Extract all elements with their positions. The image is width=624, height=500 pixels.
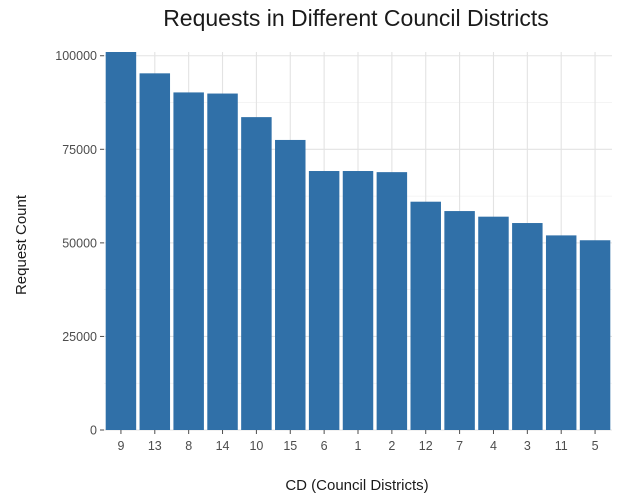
bar-cd-9	[105, 52, 137, 430]
x-tick-label: 8	[185, 439, 192, 453]
x-tick-label: 15	[283, 439, 297, 453]
bar-cd-3	[512, 223, 543, 430]
y-tick-label: 0	[90, 424, 97, 438]
bar-cd-15	[275, 139, 306, 430]
x-axis: 9 13 8 14 10 15 6 1 2 12 7 4 3 11 5	[117, 430, 599, 453]
y-tick-label: 75000	[62, 143, 97, 157]
bar-cd-11	[545, 235, 577, 430]
x-tick-label: 12	[419, 439, 433, 453]
x-tick-label: 4	[490, 439, 497, 453]
y-tick-label: 100000	[55, 49, 97, 63]
bar-cd-2	[376, 172, 408, 430]
x-tick-label: 7	[456, 439, 463, 453]
bar-cd-6	[308, 171, 340, 430]
bar-cd-7	[444, 211, 475, 430]
x-tick-label: 13	[148, 439, 162, 453]
bar-cd-12	[410, 201, 441, 430]
x-tick-label: 3	[524, 439, 531, 453]
chart-title: Requests in Different Council Districts	[163, 5, 549, 31]
x-tick-label: 11	[555, 439, 568, 453]
bar-cd-5	[579, 240, 611, 430]
bar-cd-4	[478, 216, 509, 430]
bars	[105, 52, 611, 430]
y-axis-title: Request Count	[13, 194, 30, 295]
x-tick-label: 5	[592, 439, 599, 453]
x-tick-label: 14	[216, 439, 230, 453]
bar-cd-10	[241, 117, 272, 430]
x-tick-label: 10	[249, 439, 263, 453]
bar-cd-1	[342, 171, 374, 430]
bar-cd-13	[139, 73, 171, 430]
x-tick-label: 6	[321, 439, 328, 453]
bar-cd-8	[173, 92, 204, 430]
y-tick-label: 50000	[62, 236, 97, 250]
y-axis: 0 25000 50000 75000 100000	[55, 49, 104, 438]
x-axis-title: CD (Council Districts)	[285, 477, 428, 494]
x-tick-label: 1	[355, 439, 362, 453]
x-tick-label: 2	[388, 439, 395, 453]
y-tick-label: 25000	[62, 330, 97, 344]
bar-cd-14	[207, 93, 238, 430]
x-tick-label: 9	[117, 439, 124, 453]
